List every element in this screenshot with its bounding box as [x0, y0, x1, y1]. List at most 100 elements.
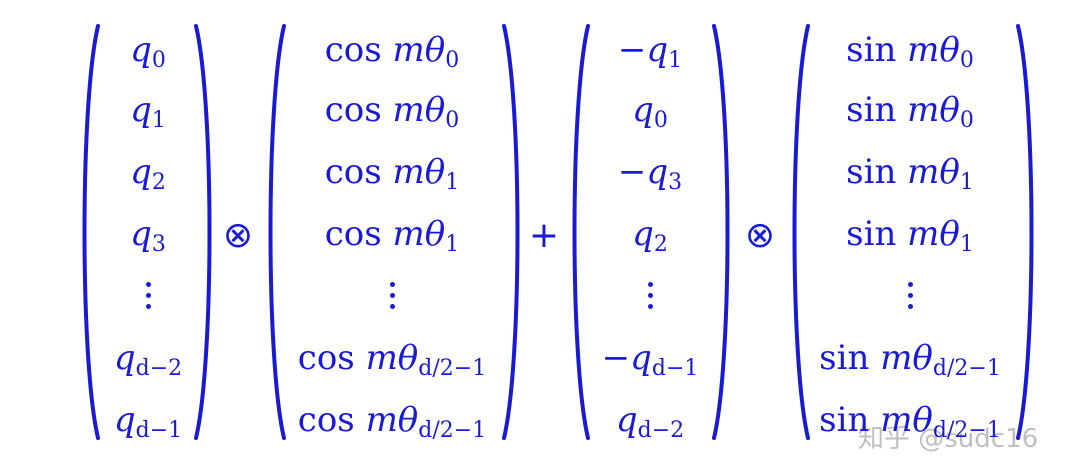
entry-variable: mθ [392, 30, 446, 70]
entry-subscript: d/2−1 [932, 418, 1001, 443]
entry-variable: mθ [392, 152, 446, 192]
entry-subscript: d/2−1 [932, 356, 1001, 381]
entry-sign: − [617, 30, 647, 70]
entry-variable: q [130, 90, 152, 130]
entry-subscript: 1 [668, 48, 683, 73]
entry-subscript: 2 [151, 170, 166, 195]
matrix-q-entry: q2 [130, 152, 166, 195]
matrix-qrot-right-paren [712, 24, 730, 440]
matrix-qrot-entry: q2 [632, 214, 668, 257]
entry-variable: mθ [907, 30, 960, 70]
matrix-q-entry: q3 [130, 214, 166, 257]
entry-subscript: 1 [445, 170, 460, 195]
matrix-sin-entry: sin mθ1 [846, 152, 974, 195]
entry-sign: − [601, 338, 631, 378]
matrix-sin-left-paren [792, 24, 810, 440]
entry-variable: mθ [392, 214, 446, 254]
matrix-q-right-paren [194, 24, 212, 440]
entry-subscript: 0 [445, 48, 460, 73]
entry-variable: q [646, 30, 669, 70]
matrix-qrot-entry: q0 [632, 90, 668, 133]
entry-variable: q [130, 152, 152, 192]
matrix-cos-entry: cos mθd/2−1 [297, 338, 487, 381]
entry-variable: q [130, 214, 152, 254]
entry-variable: q [130, 30, 152, 70]
entry-subscript: d−2 [135, 356, 183, 381]
matrix-qrot-entry: −q3 [617, 152, 683, 195]
matrix-q-entry: q1 [130, 90, 166, 133]
entry-function: sin [819, 400, 881, 440]
entry-variable: q [630, 338, 652, 378]
entry-variable: mθ [392, 90, 446, 130]
matrix-q-entry: qd−2 [113, 338, 183, 381]
entry-subscript: 2 [653, 232, 668, 257]
entry-variable: mθ [365, 338, 419, 378]
entry-subscript: d/2−1 [418, 356, 487, 381]
entry-variable: q [632, 214, 654, 254]
entry-subscript: 1 [151, 108, 166, 133]
entry-subscript: 3 [668, 170, 683, 195]
entry-subscript: 0 [653, 108, 668, 133]
matrix-sin-entry: sin mθd/2−1 [819, 400, 1001, 443]
entry-function: sin [846, 90, 908, 130]
matrix-q-vdots [144, 276, 152, 316]
matrix-cos-entry: cos mθ1 [324, 152, 460, 195]
entry-function: sin [846, 152, 908, 192]
watermark: 知乎 @sudc16 [858, 424, 1039, 454]
entry-variable: mθ [880, 400, 933, 440]
entry-variable: q [632, 90, 654, 130]
matrix-cos-entry: cos mθd/2−1 [297, 400, 487, 443]
entry-subscript: d−1 [135, 418, 183, 443]
entry-variable: q [615, 400, 638, 440]
entry-variable: q [113, 400, 136, 440]
entry-function: sin [846, 30, 908, 70]
matrix-qrot-left-paren [572, 24, 590, 440]
matrix-qrot-entry: qd−2 [615, 400, 685, 443]
entry-variable: mθ [880, 338, 933, 378]
entry-function: cos [324, 90, 393, 130]
tensor-product-operator-2: ⊗ [744, 215, 776, 256]
entry-function: cos [324, 152, 393, 192]
matrix-cos-left-paren [268, 24, 286, 440]
matrix-q-entry: q0 [130, 30, 166, 73]
entry-subscript: 1 [959, 170, 974, 195]
entry-variable: q [646, 152, 669, 192]
matrix-qrot-entry: −q1 [617, 30, 683, 73]
matrix-sin-entry: sin mθ0 [846, 30, 974, 73]
entry-subscript: d−2 [637, 418, 685, 443]
entry-subscript: d/2−1 [418, 418, 487, 443]
entry-variable: mθ [365, 400, 419, 440]
entry-function: cos [324, 214, 393, 254]
entry-function: cos [297, 338, 366, 378]
entry-subscript: 0 [445, 108, 460, 133]
entry-variable: q [113, 338, 136, 378]
entry-subscript: d−1 [651, 356, 699, 381]
matrix-cos-right-paren [502, 24, 520, 440]
matrix-qrot-vdots [646, 276, 654, 316]
matrix-cos-vdots [388, 276, 396, 316]
entry-function: sin [846, 214, 908, 254]
matrix-sin-entry: sin mθd/2−1 [819, 338, 1001, 381]
matrix-q-left-paren [82, 24, 100, 440]
tensor-product-operator: ⊗ [222, 215, 254, 256]
entry-function: cos [324, 30, 393, 70]
plus-operator: + [528, 215, 560, 256]
matrix-qrot-entry: −qd−1 [601, 338, 699, 381]
entry-variable: mθ [907, 90, 960, 130]
entry-subscript: 0 [959, 48, 974, 73]
matrix-q-entry: qd−1 [113, 400, 183, 443]
matrix-cos-entry: cos mθ1 [324, 214, 460, 257]
entry-sign: − [617, 152, 647, 192]
entry-subscript: 0 [151, 48, 166, 73]
matrix-sin-entry: sin mθ1 [846, 214, 974, 256]
entry-subscript: 3 [151, 232, 166, 257]
entry-variable: mθ [907, 214, 960, 254]
entry-function: cos [297, 400, 366, 440]
entry-function: sin [819, 338, 881, 378]
matrix-sin-vdots [906, 276, 914, 316]
entry-subscript: 0 [959, 108, 974, 133]
matrix-cos-entry: cos mθ0 [324, 90, 460, 133]
entry-subscript: 1 [445, 232, 460, 257]
matrix-sin-entry: sin mθ0 [846, 90, 974, 133]
